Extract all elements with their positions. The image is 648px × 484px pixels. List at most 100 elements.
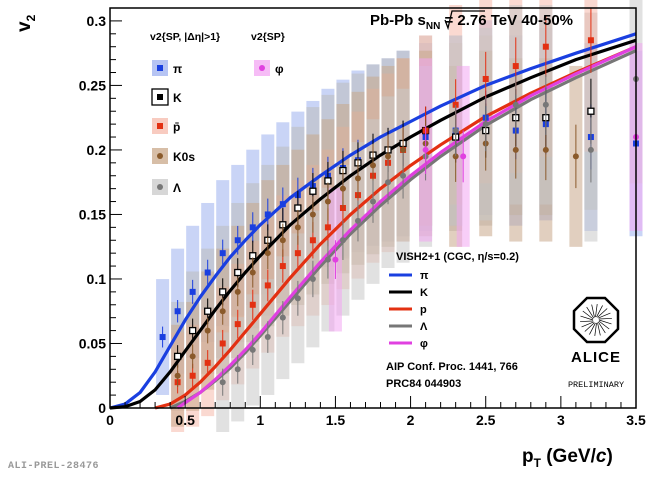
legend-label: K (420, 287, 428, 299)
data-point (309, 275, 316, 282)
logo-ray (589, 322, 596, 335)
legend-label: π (420, 270, 429, 282)
logo-ray (595, 303, 598, 318)
data-point (189, 326, 197, 335)
data-point (309, 187, 317, 195)
data-point (512, 146, 519, 153)
data-point (324, 256, 331, 263)
logo-ray (586, 306, 594, 319)
data-point (279, 314, 286, 321)
data-point (234, 288, 241, 295)
data-point (542, 43, 549, 50)
legend-marker (157, 94, 163, 100)
logo-ray (591, 304, 595, 318)
data-point (264, 334, 271, 341)
data-point (234, 237, 241, 244)
data-legend: v2{SP, |Δη|>1} v2{SP} π Kp̄ K0s Λφ (150, 31, 285, 195)
data-point (159, 334, 166, 341)
data-point (219, 308, 226, 315)
x-tick-label: 0 (106, 412, 114, 428)
y-tick-label: 0.2 (87, 142, 107, 158)
y-axis-label: v2 (14, 14, 38, 32)
x-axis: 0 0.5 1 1.5 2 2.5 3 3.5 (106, 396, 646, 428)
svg-text:v2{SP, |Δη|>1}: v2{SP, |Δη|>1} (150, 31, 220, 43)
data-point (339, 185, 346, 192)
data-point (249, 346, 256, 353)
data-point (542, 101, 549, 108)
data-point (385, 153, 392, 160)
logo-ray (580, 315, 594, 321)
plot-frame (109, 7, 637, 409)
svg-text:v2{SP}: v2{SP} (251, 31, 285, 43)
data-point (482, 121, 489, 128)
data-point (339, 237, 346, 244)
y-tick-label: 0.1 (87, 271, 107, 287)
svg-text:VISH2+1 (CGC, η/s=0.2): VISH2+1 (CGC, η/s=0.2) (396, 251, 519, 263)
data-point (294, 295, 301, 302)
x-tick-label: 1.5 (326, 412, 346, 428)
data-point (234, 321, 241, 328)
data-point (542, 146, 549, 153)
logo-ray (598, 321, 606, 334)
data-point (219, 288, 227, 296)
model-curve (109, 38, 637, 410)
data-point (189, 372, 196, 379)
model-curve (154, 45, 637, 410)
data-point (452, 101, 459, 108)
data-point (324, 198, 331, 205)
legend-marker (157, 184, 163, 190)
data-point (219, 340, 226, 347)
data-point (189, 353, 196, 360)
legend-marker (259, 65, 265, 71)
legend-label: Λ (420, 321, 428, 333)
y-tick-label: 0.3 (87, 13, 107, 29)
legend-label: φ (275, 62, 284, 76)
data-point (460, 153, 467, 160)
legend-label: K (173, 91, 182, 105)
data-point (354, 217, 361, 224)
data-point (249, 224, 256, 231)
y-axis: 0 0.05 0.1 0.15 0.2 0.25 0.3 (79, 7, 122, 416)
logo-ray (598, 312, 611, 319)
data-point (204, 307, 212, 315)
logo-ray (584, 322, 595, 332)
data-point (482, 75, 489, 82)
data-point (219, 379, 226, 386)
y-tick-label: 0 (98, 400, 106, 416)
x-tick-label: 3 (557, 412, 565, 428)
data-points (159, 7, 639, 396)
x-tick-label: 0.5 (175, 412, 195, 428)
y-tick-label: 0.15 (79, 206, 106, 222)
data-point (279, 237, 286, 244)
chart-title: Pb-Pb sNN = 2.76 TeV 40-50% (370, 12, 573, 32)
logo-ray (598, 319, 612, 325)
model-curve (109, 32, 637, 410)
data-point (400, 146, 407, 153)
legend-label: K0s (173, 150, 195, 164)
logo-ray (594, 322, 597, 337)
x-tick-label: 3.5 (626, 412, 646, 428)
logo-ray (598, 318, 612, 320)
data-point (249, 269, 256, 276)
data-point (587, 146, 594, 153)
data-point (174, 308, 181, 315)
data-point (219, 250, 226, 257)
legend-label: p̄ (173, 120, 180, 134)
data-point (173, 352, 182, 361)
x-tick-label: 2 (407, 412, 415, 428)
data-point (354, 175, 361, 182)
data-point (587, 37, 594, 44)
logo-ray (596, 305, 603, 318)
data-point (264, 211, 271, 218)
legend-marker (157, 65, 163, 71)
data-point (264, 250, 271, 257)
logo-ray (580, 320, 594, 322)
data-point (204, 327, 211, 334)
svg-text:ALICE: ALICE (571, 349, 621, 366)
data-point (234, 268, 242, 277)
reference-1: AIP Conf. Proc. 1441, 766 (386, 361, 518, 373)
legend-label: p (420, 304, 427, 316)
legend-marker (157, 153, 163, 159)
legend-marker (157, 123, 163, 129)
